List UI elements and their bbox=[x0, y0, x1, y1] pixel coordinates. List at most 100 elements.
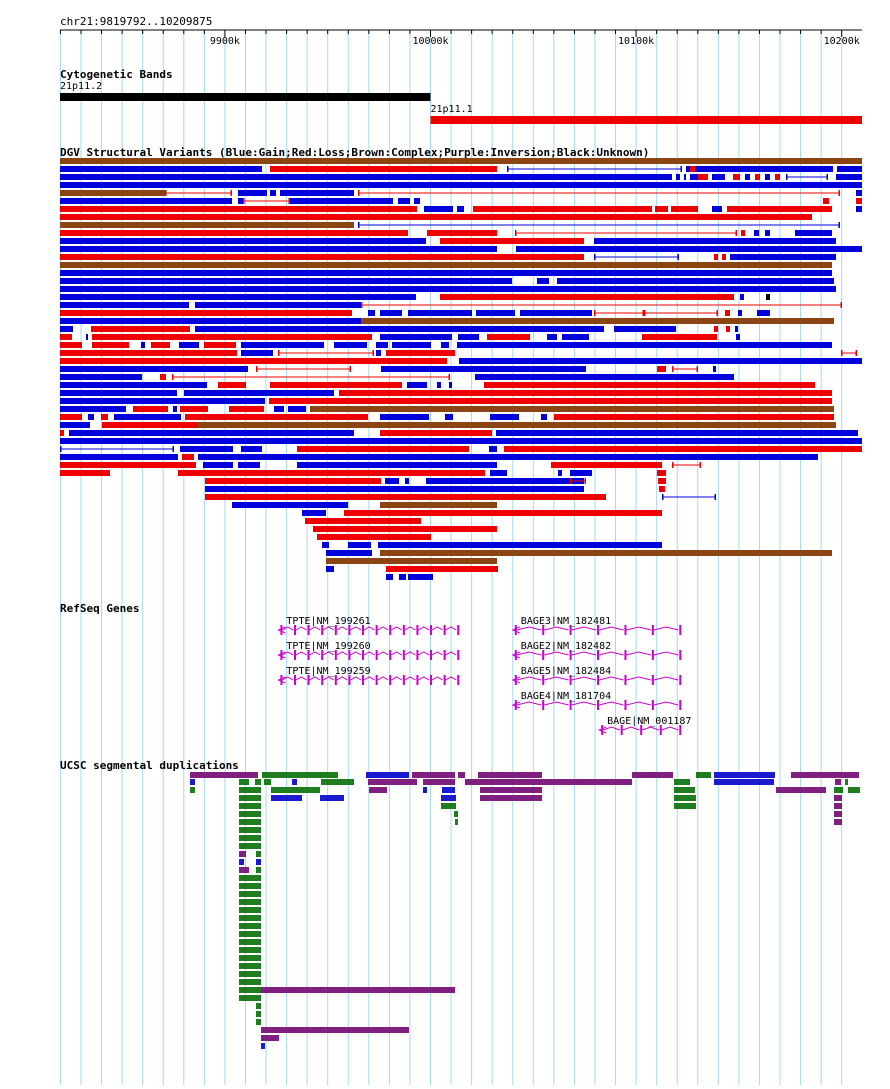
dgv-variant[interactable] bbox=[60, 222, 354, 228]
dgv-variant[interactable] bbox=[736, 334, 740, 340]
segdup-feature[interactable] bbox=[845, 779, 848, 785]
dgv-variant[interactable] bbox=[690, 174, 698, 180]
segdup-feature[interactable] bbox=[791, 772, 859, 778]
segdup-feature[interactable] bbox=[321, 779, 354, 785]
dgv-variant[interactable] bbox=[60, 310, 352, 316]
dgv-variant[interactable] bbox=[380, 414, 429, 420]
segdup-feature[interactable] bbox=[239, 779, 249, 785]
dgv-variant[interactable] bbox=[722, 254, 726, 260]
dgv-variant[interactable] bbox=[60, 190, 165, 196]
dgv-variant[interactable] bbox=[60, 462, 196, 468]
dgv-variant[interactable] bbox=[60, 422, 90, 428]
dgv-variant[interactable] bbox=[160, 374, 166, 380]
dgv-variant[interactable] bbox=[392, 342, 431, 348]
dgv-variant[interactable] bbox=[88, 414, 94, 420]
segdup-feature[interactable] bbox=[239, 819, 261, 825]
dgv-variant[interactable] bbox=[101, 414, 108, 420]
dgv-variant[interactable] bbox=[504, 446, 862, 452]
dgv-variant[interactable] bbox=[302, 510, 326, 516]
segdup-feature[interactable] bbox=[834, 795, 842, 801]
dgv-variant[interactable] bbox=[399, 574, 406, 580]
cytoband[interactable] bbox=[430, 116, 862, 124]
segdup-feature[interactable] bbox=[190, 787, 195, 793]
dgv-variant[interactable] bbox=[795, 230, 832, 236]
dgv-variant[interactable] bbox=[60, 350, 237, 356]
dgv-variant[interactable] bbox=[686, 166, 690, 172]
segdup-feature[interactable] bbox=[190, 772, 258, 778]
segdup-feature[interactable] bbox=[239, 803, 261, 809]
dgv-variant[interactable] bbox=[775, 174, 780, 180]
dgv-variant[interactable] bbox=[695, 166, 833, 172]
dgv-variant[interactable] bbox=[60, 470, 110, 476]
dgv-variant[interactable] bbox=[823, 198, 829, 204]
dgv-variant[interactable] bbox=[765, 174, 770, 180]
cytoband[interactable] bbox=[60, 93, 431, 101]
segdup-feature[interactable] bbox=[674, 787, 695, 793]
dgv-variant[interactable] bbox=[60, 254, 584, 260]
dgv-variant[interactable] bbox=[856, 198, 862, 204]
dgv-variant[interactable] bbox=[198, 454, 818, 460]
segdup-feature[interactable] bbox=[239, 899, 261, 905]
dgv-variant[interactable] bbox=[60, 278, 512, 284]
segdup-feature[interactable] bbox=[834, 811, 842, 817]
segdup-feature[interactable] bbox=[369, 787, 387, 793]
dgv-variant[interactable] bbox=[326, 566, 334, 572]
dgv-variant[interactable] bbox=[305, 518, 421, 524]
dgv-variant[interactable] bbox=[476, 310, 515, 316]
dgv-variant[interactable] bbox=[457, 206, 464, 212]
segdup-feature[interactable] bbox=[239, 963, 261, 969]
dgv-variant[interactable] bbox=[60, 182, 862, 188]
dgv-variant[interactable] bbox=[238, 198, 243, 204]
dgv-variant[interactable] bbox=[60, 198, 232, 204]
gene-model[interactable]: BAGE5|NM_182484 bbox=[511, 666, 682, 685]
dgv-variant[interactable] bbox=[280, 190, 354, 196]
segdup-feature[interactable] bbox=[239, 851, 246, 857]
dgv-variant[interactable] bbox=[426, 478, 584, 484]
dgv-variant[interactable] bbox=[408, 310, 472, 316]
segdup-feature[interactable] bbox=[256, 867, 261, 873]
segdup-feature[interactable] bbox=[239, 827, 261, 833]
dgv-variant[interactable] bbox=[714, 326, 718, 332]
dgv-variant[interactable] bbox=[741, 230, 745, 236]
dgv-variant[interactable] bbox=[655, 206, 668, 212]
dgv-variant[interactable] bbox=[386, 566, 498, 572]
dgv-variant[interactable] bbox=[381, 366, 586, 372]
dgv-variant[interactable] bbox=[69, 430, 354, 436]
dgv-variant[interactable] bbox=[102, 422, 197, 428]
segdup-feature[interactable] bbox=[239, 907, 261, 913]
dgv-variant[interactable] bbox=[114, 414, 181, 420]
segdup-feature[interactable] bbox=[423, 787, 427, 793]
segdup-feature[interactable] bbox=[454, 811, 458, 817]
segdup-feature[interactable] bbox=[239, 811, 261, 817]
dgv-variant[interactable] bbox=[182, 454, 194, 460]
dgv-variant[interactable] bbox=[385, 478, 399, 484]
dgv-variant[interactable] bbox=[60, 414, 82, 420]
dgv-variant[interactable] bbox=[297, 462, 497, 468]
segdup-feature[interactable] bbox=[239, 979, 261, 985]
dgv-variant[interactable] bbox=[551, 462, 662, 468]
segdup-feature[interactable] bbox=[239, 955, 261, 961]
segdup-feature[interactable] bbox=[261, 987, 455, 993]
segdup-feature[interactable] bbox=[674, 779, 690, 785]
dgv-variant[interactable] bbox=[270, 382, 402, 388]
segdup-feature[interactable] bbox=[696, 772, 711, 778]
dgv-variant[interactable] bbox=[735, 326, 738, 332]
dgv-variant[interactable] bbox=[490, 414, 519, 420]
dgv-variant[interactable] bbox=[60, 286, 836, 292]
dgv-variant[interactable] bbox=[380, 430, 492, 436]
segdup-feature[interactable] bbox=[239, 971, 261, 977]
dgv-variant[interactable] bbox=[414, 198, 420, 204]
dgv-variant[interactable] bbox=[440, 238, 584, 244]
segdup-feature[interactable] bbox=[848, 787, 860, 793]
dgv-variant[interactable] bbox=[238, 190, 267, 196]
segdup-feature[interactable] bbox=[632, 772, 673, 778]
dgv-variant[interactable] bbox=[241, 350, 273, 356]
dgv-variant[interactable] bbox=[684, 174, 686, 180]
dgv-variant[interactable] bbox=[712, 174, 725, 180]
dgv-variant[interactable] bbox=[60, 374, 142, 380]
gene-model[interactable]: TPTE|NM_199260 bbox=[277, 641, 460, 660]
segdup-feature[interactable] bbox=[834, 819, 842, 825]
dgv-variant[interactable] bbox=[229, 406, 264, 412]
segdup-feature[interactable] bbox=[239, 915, 261, 921]
segdup-feature[interactable] bbox=[441, 795, 456, 801]
